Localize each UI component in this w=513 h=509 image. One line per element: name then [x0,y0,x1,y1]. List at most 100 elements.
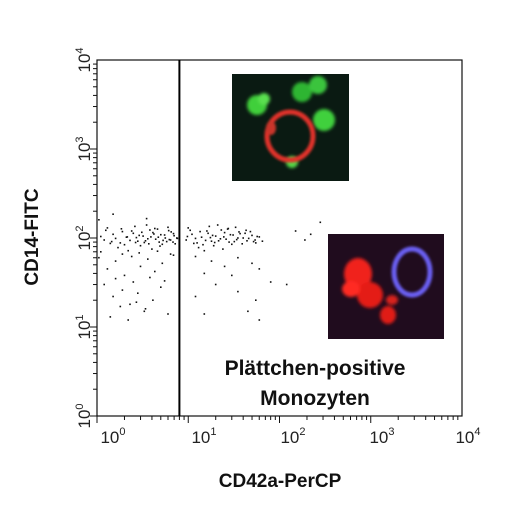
svg-text:102: 102 [74,225,94,250]
data-point [256,235,258,238]
data-point [141,231,143,234]
data-point [138,252,140,254]
data-point [242,237,244,239]
data-point [231,274,233,277]
data-point [206,230,208,232]
data-point [210,260,213,262]
data-point [152,299,154,301]
data-point [137,240,139,242]
data-point [209,236,212,239]
data-point [185,239,187,241]
data-point [110,240,113,243]
data-point [212,244,215,247]
confocal-image-red-blue [328,234,444,339]
data-point [237,290,239,293]
data-point [234,226,237,229]
data-point [167,229,170,232]
data-point [112,213,114,215]
data-point [103,283,105,286]
data-point [134,241,137,244]
data-point [145,224,148,226]
data-point [258,236,261,238]
data-point [109,316,112,318]
data-point [189,229,191,232]
data-point [160,233,162,236]
data-point [132,281,135,283]
data-point [246,240,248,242]
data-point [309,233,312,236]
data-point [213,241,216,244]
data-point [239,232,241,235]
data-point [147,258,149,260]
data-point [233,240,236,243]
data-point [142,235,144,237]
data-point [254,239,256,241]
data-point [223,231,226,234]
data-point [196,242,198,244]
data-point [114,277,117,280]
data-point [261,240,264,242]
data-point [145,217,148,220]
data-point [191,233,193,236]
data-point [167,313,169,315]
x-tick-label-0: 100 [100,426,125,447]
data-point [204,239,207,242]
tick-marks [90,63,459,423]
y-tick-label-3: 103 [74,136,94,161]
data-point [269,281,272,283]
data-point [156,228,159,230]
y-tick-label-1: 101 [74,314,94,339]
data-point [119,242,122,244]
confocal-image-green-red [232,74,349,181]
data-point [294,230,297,232]
data-point [237,237,239,239]
data-point [129,239,131,242]
data-point [163,280,166,282]
data-point [247,310,249,313]
data-point [252,240,255,243]
data-point [222,248,224,250]
data-point [126,236,129,238]
data-point [214,235,217,237]
data-point [153,233,155,235]
data-point [123,243,126,246]
data-point [255,242,257,244]
data-point [172,254,175,256]
data-point [208,225,211,228]
data-point [112,295,114,298]
data-point [200,236,203,238]
data-point [130,230,133,232]
data-point [135,301,138,303]
data-point [143,241,146,244]
data-point [109,242,112,245]
data-point [148,243,150,245]
data-point [169,239,172,241]
data-point [100,235,102,238]
data-point [255,299,257,301]
data-point [157,236,160,238]
data-point [251,262,253,265]
data-point [100,251,102,253]
data-point [149,229,151,231]
data-point [121,289,124,291]
data-point [160,286,162,288]
data-point [154,270,156,273]
data-point [247,237,250,240]
data-point [214,283,217,286]
data-point [207,232,209,235]
x-tick-label-1: 101 [191,426,216,447]
data-point [231,243,233,246]
x-tick-label-2: 102 [280,426,305,447]
data-point [127,319,129,321]
data-point [187,227,189,229]
y-tick-label-0: 100 [74,403,94,428]
data-point [138,234,140,237]
data-point [144,308,147,310]
data-point [319,221,322,224]
data-point [245,229,247,232]
data-point [161,243,164,246]
data-point [258,268,261,270]
annotation-line-1: Plättchen-positive [225,357,406,380]
x-axis-label: CD42a-PerCP [219,471,342,492]
data-point [117,246,119,249]
